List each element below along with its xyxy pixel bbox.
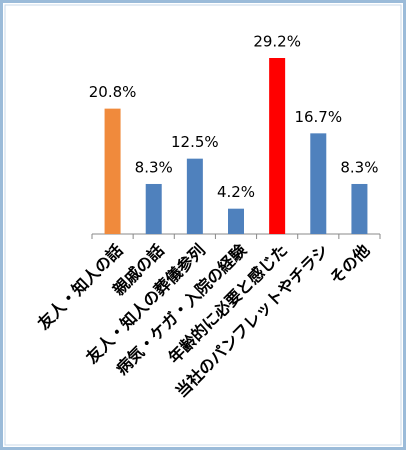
bar — [145, 183, 162, 234]
bar — [310, 133, 327, 234]
bar — [351, 183, 368, 234]
bar — [104, 108, 121, 234]
bar — [186, 158, 203, 234]
inner-frame — [4, 4, 402, 446]
value-label: 4.2% — [217, 183, 255, 201]
value-label: 20.8% — [89, 83, 137, 101]
value-label: 12.5% — [171, 133, 219, 151]
value-label: 16.7% — [294, 108, 342, 126]
bar — [228, 208, 244, 234]
value-label: 8.3% — [340, 158, 378, 176]
bar — [269, 58, 286, 234]
value-label: 8.3% — [135, 158, 173, 176]
value-label: 29.2% — [253, 33, 301, 51]
